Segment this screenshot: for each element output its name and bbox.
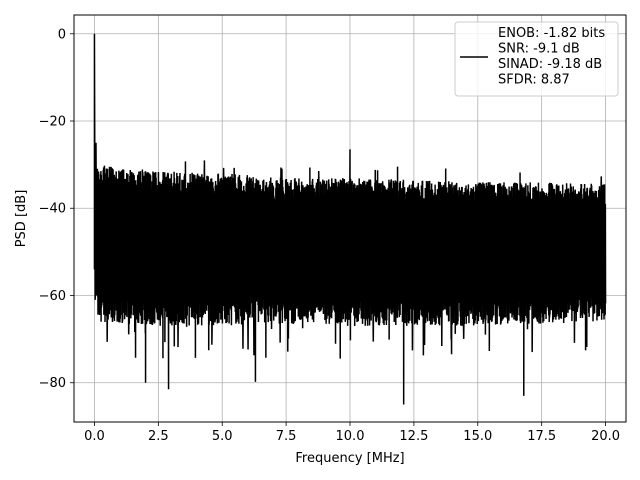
y-tick-label: −80 (39, 376, 66, 391)
x-tick-label: 0.0 (84, 429, 105, 444)
legend-line: SNR: -9.1 dB (498, 42, 580, 57)
legend-box (454, 21, 619, 97)
x-axis-label: Frequency [MHz] (295, 451, 404, 466)
axis-ticks: 0.0 2.5 5.0 7.5 10.0 12.5 15.0 17.5 20.0 0 −20 −40 −… (39, 27, 620, 444)
legend-line: SFDR: 8.87 (498, 73, 570, 88)
x-tick-label: 20.0 (591, 429, 620, 444)
x-tick-label: 17.5 (527, 429, 556, 444)
y-tick-label: −40 (39, 202, 66, 217)
plot-area (93, 33, 607, 405)
x-tick-label: 15.0 (463, 429, 492, 444)
x-tick-label: 7.5 (276, 429, 297, 444)
x-tick-label: 5.0 (212, 429, 233, 444)
x-tick-label: 2.5 (148, 429, 169, 444)
legend-line: ENOB: -1.82 bits (498, 26, 605, 41)
y-tick-label: −60 (39, 289, 66, 304)
x-tick-label: 12.5 (399, 429, 428, 444)
x-tick-label: 10.0 (336, 429, 365, 444)
psd-series-line (93, 33, 607, 405)
y-tick-label: −20 (39, 115, 66, 130)
y-axis-label: PSD [dB] (14, 190, 29, 248)
legend-line: SINAD: -9.18 dB (498, 57, 602, 72)
y-tick-label: 0 (58, 27, 66, 42)
